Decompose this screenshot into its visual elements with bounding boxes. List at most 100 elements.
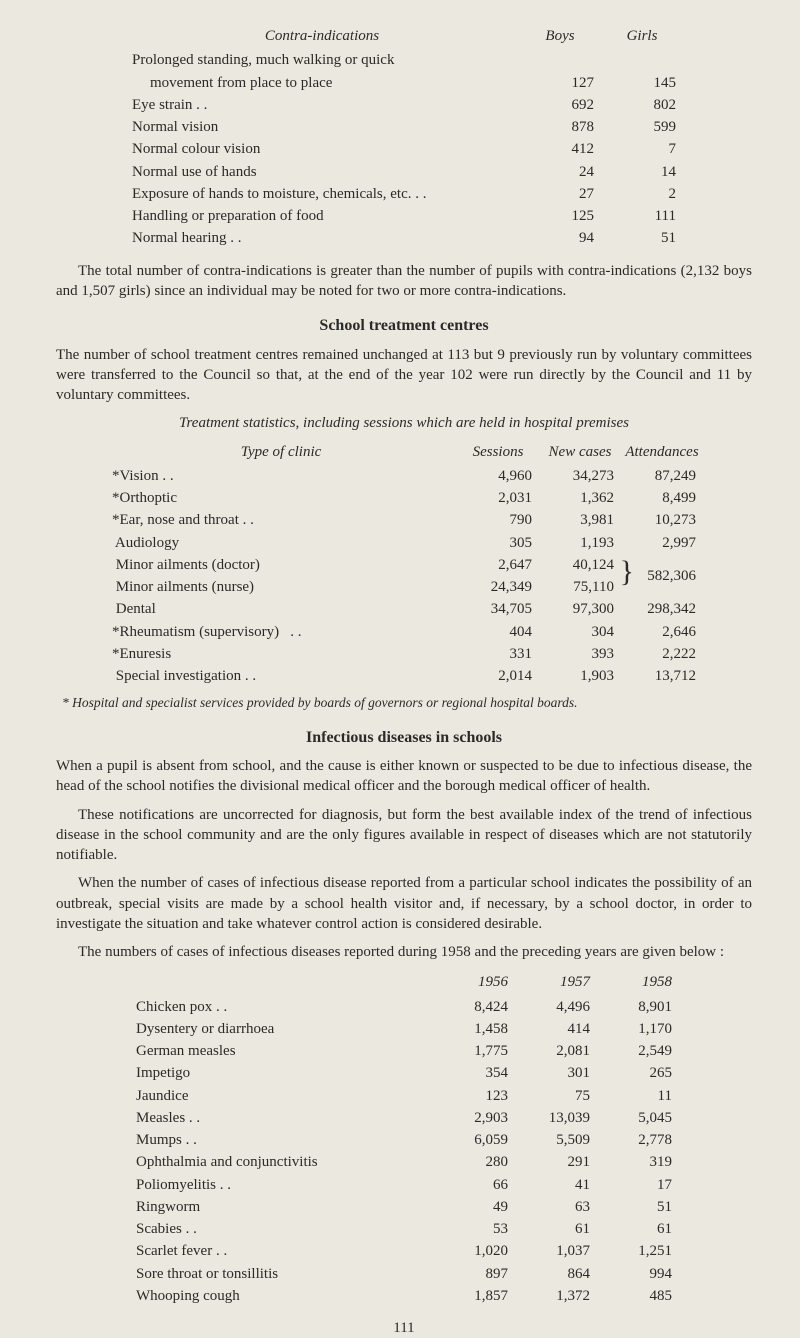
table-cell: 34,273: [540, 466, 620, 486]
table-cell: 319: [602, 1152, 682, 1172]
brace-icon: }: [620, 557, 634, 587]
table-cell: 5,045: [602, 1108, 682, 1128]
table-cell: 34,705: [458, 599, 538, 619]
table-cell: 8,901: [602, 997, 682, 1017]
table-row-label: *Vision . .: [106, 466, 456, 486]
table-cell: 2,549: [602, 1041, 682, 1061]
table-cell: 11: [602, 1086, 682, 1106]
para-infectious-2: These notifications are uncorrected for …: [56, 805, 752, 866]
table-cell: 2,997: [622, 533, 702, 553]
table-row-label: Sore throat or tonsillitis: [126, 1264, 436, 1284]
table-cell: 485: [602, 1286, 682, 1306]
table-cell: 75,110: [540, 577, 620, 597]
table-cell: 280: [438, 1152, 518, 1172]
table-cell: 802: [602, 95, 682, 115]
table-cell: 2,778: [602, 1130, 682, 1150]
table-cell: 40,124}: [540, 555, 620, 575]
table-cell: 111: [602, 206, 682, 226]
table-row-label: Poliomyelitis . .: [126, 1175, 436, 1195]
infectious-diseases-table: 1956 1957 1958 Chicken pox . . 8,424 4,4…: [124, 970, 684, 1308]
table-row-label: Audiology: [106, 533, 456, 553]
table-cell: 599: [602, 117, 682, 137]
table-cell: 291: [520, 1152, 600, 1172]
table-cell: 127: [520, 73, 600, 93]
table-cell: 125: [520, 206, 600, 226]
table-cell: 87,249: [622, 466, 702, 486]
table-cell: 393: [540, 644, 620, 664]
para-school-treatment: The number of school treatment centres r…: [56, 345, 752, 406]
table-row-label: Normal colour vision: [126, 139, 518, 159]
footnote-hospital: * Hospital and specialist services provi…: [62, 694, 752, 712]
table-cell: 14: [602, 162, 682, 182]
table-cell: 2,646: [622, 622, 702, 642]
table-cell: 331: [458, 644, 538, 664]
table-cell: 414: [520, 1019, 600, 1039]
table-row-label: Handling or preparation of food: [126, 206, 518, 226]
table-cell: 27: [520, 184, 600, 204]
table-cell: 301: [520, 1063, 600, 1083]
table-row-label: German measles: [126, 1041, 436, 1061]
table-row-label: Chicken pox . .: [126, 997, 436, 1017]
table-row-label: Whooping cough: [126, 1286, 436, 1306]
table-cell: 1,193: [540, 533, 620, 553]
treatment-statistics-table: Type of clinic Sessions New cases Attend…: [104, 440, 704, 689]
table-cell: 1,857: [438, 1286, 518, 1306]
table-cell: 1,775: [438, 1041, 518, 1061]
table-row-label: Prolonged standing, much walking or quic…: [126, 50, 682, 70]
table-row-label: Mumps . .: [126, 1130, 436, 1150]
table-row-label: Exposure of hands to moisture, chemicals…: [126, 184, 518, 204]
table-cell: 41: [520, 1175, 600, 1195]
table-cell: 97,300: [540, 599, 620, 619]
table-row-label: *Rheumatism (supervisory) . .: [106, 622, 456, 642]
table-row-label: Normal vision: [126, 117, 518, 137]
table-row-label: Dental: [106, 599, 456, 619]
table-cell: 8,424: [438, 997, 518, 1017]
t1-header-label: Contra-indications: [126, 26, 518, 48]
table-cell: 2,222: [622, 644, 702, 664]
table-cell: 298,342: [622, 599, 702, 619]
table-cell: 4,496: [520, 997, 600, 1017]
table-cell: 7: [602, 139, 682, 159]
table-cell: 878: [520, 117, 600, 137]
table-row-label: Eye strain . .: [126, 95, 518, 115]
table-cell: 17: [602, 1175, 682, 1195]
table-cell: 1,372: [520, 1286, 600, 1306]
table-cell: 582,306: [622, 555, 702, 598]
t3-header-1958: 1958: [602, 972, 682, 994]
table-cell: 2,081: [520, 1041, 600, 1061]
table-cell: 3,981: [540, 510, 620, 530]
t2-header-attendances: Attendances: [622, 442, 702, 464]
table-row-label: Minor ailments (nurse): [106, 577, 456, 597]
table-row-label: *Orthoptic: [106, 488, 456, 508]
page-number: 111: [56, 1318, 752, 1338]
para-infectious-1: When a pupil is absent from school, and …: [56, 756, 752, 797]
table-row-label: Measles . .: [126, 1108, 436, 1128]
table-row-label: Ringworm: [126, 1197, 436, 1217]
table-cell: 51: [602, 1197, 682, 1217]
table-cell: 13,039: [520, 1108, 600, 1128]
contra-indications-table: Contra-indications Boys Girls Prolonged …: [124, 24, 684, 251]
table-cell: 6,059: [438, 1130, 518, 1150]
table-cell: 24,349: [458, 577, 538, 597]
table-cell: 412: [520, 139, 600, 159]
section-school-treatment: School treatment centres: [56, 315, 752, 337]
t3-header-1957: 1957: [520, 972, 600, 994]
table-cell: 61: [602, 1219, 682, 1239]
para-infectious-4: The numbers of cases of infectious disea…: [56, 942, 752, 962]
table-row-label: Normal hearing . .: [126, 228, 518, 248]
table-cell: 2,014: [458, 666, 538, 686]
table-cell: 94: [520, 228, 600, 248]
table-row-label: Impetigo: [126, 1063, 436, 1083]
table-cell: 2,647: [458, 555, 538, 575]
table-row-label: Scabies . .: [126, 1219, 436, 1239]
t1-header-girls: Girls: [602, 26, 682, 48]
table-cell: 51: [602, 228, 682, 248]
table-cell: 145: [602, 73, 682, 93]
t1-header-boys: Boys: [520, 26, 600, 48]
t2-header-sessions: Sessions: [458, 442, 538, 464]
table-cell: 692: [520, 95, 600, 115]
t3-header-1956: 1956: [438, 972, 518, 994]
table-cell: 2,031: [458, 488, 538, 508]
table-cell: 2,903: [438, 1108, 518, 1128]
table-cell: 24: [520, 162, 600, 182]
